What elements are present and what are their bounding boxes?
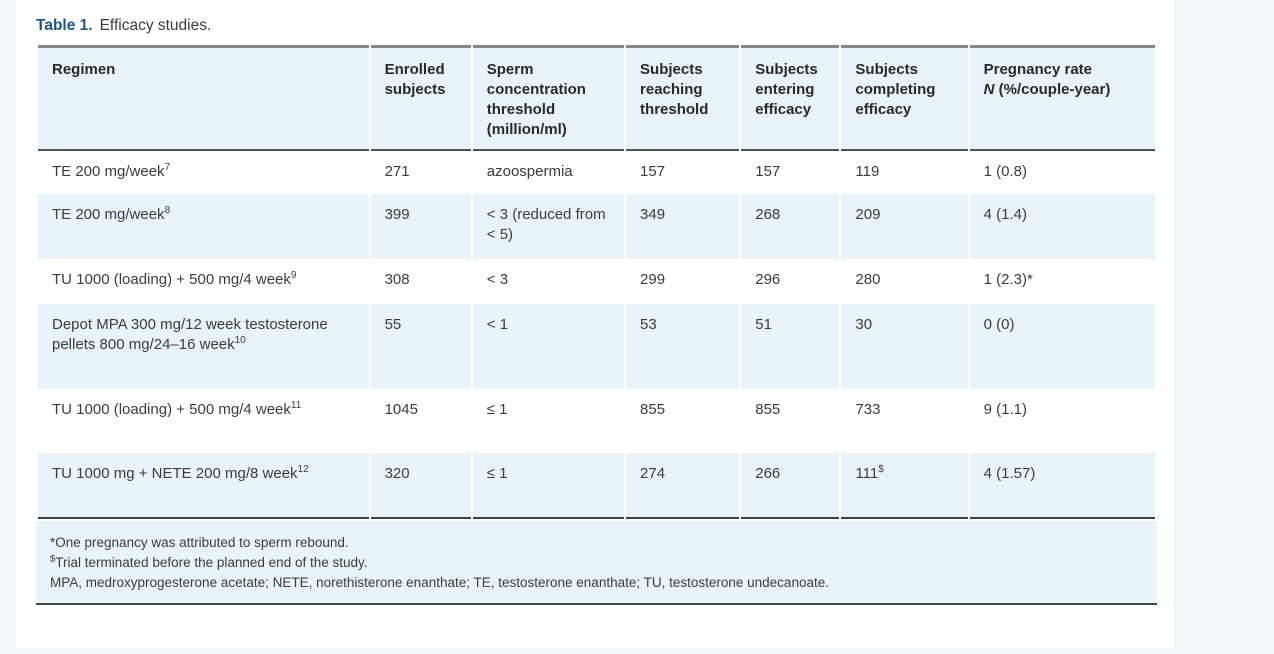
reference-superscript: 7 <box>164 162 171 173</box>
footnote: $Trial terminated before the planned end… <box>50 553 1143 573</box>
table-body: TE 200 mg/week7 271 azoospermia 157 157 … <box>38 151 1155 519</box>
cell-subjects-completing: 209 <box>841 194 968 259</box>
cell-pregnancy-rate: 9 (1.1) <box>983 401 1027 418</box>
cell-subjects-completing: 119 <box>855 163 880 180</box>
cell-regimen: Depot MPA 300 mg/12 week testosterone pe… <box>38 304 369 389</box>
table-block: Table 1. Efficacy studies. Regimen Enroll… <box>16 0 1157 605</box>
column-header-regimen: Regimen <box>38 45 369 151</box>
cell-sperm-threshold: azoospermia <box>486 163 573 180</box>
table-caption-label: Table 1. <box>36 17 93 34</box>
cell-enrolled-subjects: 1045 <box>384 401 418 418</box>
cell-subjects-reaching: 53 <box>626 304 740 389</box>
cell-pregnancy-rate: 1 (2.3)* <box>983 271 1033 288</box>
cell-subjects-reaching: 274 <box>626 453 740 519</box>
pregnancy-rate-n-symbol: N <box>983 81 995 98</box>
cell-subjects-completing: 733 <box>855 401 881 418</box>
cell-sperm-threshold: < 1 <box>472 304 625 389</box>
cell-pregnancy-rate: 1 (0.8) <box>983 163 1027 180</box>
reference-superscript: 10 <box>234 335 246 346</box>
reference-superscript: 8 <box>164 205 171 216</box>
table-caption-text: Efficacy studies. <box>99 17 212 34</box>
cell-enrolled-subjects: 271 <box>384 163 410 180</box>
cell-subjects-entering: 51 <box>741 304 840 389</box>
cell-subjects-entering: 266 <box>741 453 840 519</box>
cell-enrolled-subjects: 399 <box>370 194 471 259</box>
cell-enrolled-subjects: 320 <box>370 453 471 519</box>
cell-regimen: TU 1000 (loading) + 500 mg/4 week11 <box>52 400 302 419</box>
cell-enrolled-subjects: 308 <box>384 271 410 288</box>
cell-sperm-threshold: ≤ 1 <box>472 453 625 519</box>
footnote-marker: $ <box>50 553 56 565</box>
footnote-text: One pregnancy was attributed to sperm re… <box>55 535 349 550</box>
cell-pregnancy-rate: 0 (0) <box>969 304 1155 389</box>
footnote: *One pregnancy was attributed to sperm r… <box>50 533 1143 553</box>
cell-regimen: TE 200 mg/week8 <box>38 194 369 259</box>
cell-subjects-reaching: 855 <box>640 401 666 418</box>
cell-regimen: TU 1000 mg + NETE 200 mg/8 week12 <box>38 453 369 519</box>
cell-sperm-threshold: < 3 <box>486 271 509 288</box>
cell-regimen: TU 1000 (loading) + 500 mg/4 week9 <box>52 270 297 289</box>
cell-subjects-entering: 268 <box>741 194 840 259</box>
column-header-enrolled-subjects: Enrolled subjects <box>370 45 471 151</box>
document-page: Table 1. Efficacy studies. Regimen Enroll… <box>16 0 1174 648</box>
table-row: TU 1000 mg + NETE 200 mg/8 week12 320 ≤ … <box>38 453 1155 519</box>
cell-pregnancy-rate: 4 (1.57) <box>969 453 1155 519</box>
cell-subjects-reaching: 349 <box>626 194 740 259</box>
cell-sperm-threshold: ≤ 1 <box>486 401 508 418</box>
table-caption: Table 1. Efficacy studies. <box>36 16 1157 35</box>
table-row: Depot MPA 300 mg/12 week testosterone pe… <box>38 304 1155 389</box>
table-row: TE 200 mg/week8 399 < 3 (reduced from < … <box>38 194 1155 259</box>
reference-superscript: 11 <box>290 400 302 411</box>
column-header-sperm-threshold: Sperm concentration threshold (million/m… <box>472 45 625 151</box>
reference-superscript: 12 <box>297 464 309 475</box>
table-header-row: Regimen Enrolled subjects Sperm concentr… <box>38 45 1155 151</box>
cell-sperm-threshold: < 3 (reduced from < 5) <box>472 194 625 259</box>
cell-subjects-completing: 280 <box>855 271 881 288</box>
footnote: MPA, medroxyprogesterone acetate; NETE, … <box>50 573 1143 593</box>
cell-subjects-entering: 157 <box>755 163 781 180</box>
efficacy-table: Regimen Enrolled subjects Sperm concentr… <box>36 45 1157 519</box>
cell-subjects-entering: 855 <box>755 401 781 418</box>
table-row: TE 200 mg/week7 271 azoospermia 157 157 … <box>38 151 1155 194</box>
column-header-subjects-entering: Subjects entering efficacy <box>741 45 840 151</box>
cell-subjects-completing: 111$ <box>841 453 968 519</box>
cell-subjects-reaching: 299 <box>640 271 666 288</box>
footnote-marker: * <box>50 535 56 550</box>
cell-regimen: TE 200 mg/week7 <box>52 162 171 181</box>
footnotes-section: *One pregnancy was attributed to sperm r… <box>36 521 1157 605</box>
footnote-superscript: $ <box>878 464 884 475</box>
footnote-text: MPA, medroxyprogesterone acetate; NETE, … <box>50 575 829 590</box>
table-row: TU 1000 (loading) + 500 mg/4 week11 1045… <box>38 389 1155 453</box>
column-header-subjects-reaching: Subjects reaching threshold <box>626 45 740 151</box>
cell-subjects-entering: 296 <box>755 271 781 288</box>
cell-subjects-reaching: 157 <box>640 163 666 180</box>
cell-subjects-completing: 30 <box>841 304 968 389</box>
table-row: TU 1000 (loading) + 500 mg/4 week9 308 <… <box>38 259 1155 304</box>
column-header-subjects-completing: Subjects completing efficacy <box>841 45 968 151</box>
column-header-pregnancy-rate: Pregnancy rate N (%/couple-year) <box>969 45 1155 151</box>
cell-enrolled-subjects: 55 <box>370 304 471 389</box>
reference-superscript: 9 <box>290 270 297 281</box>
footnote-text: Trial terminated before the planned end … <box>55 555 368 570</box>
cell-pregnancy-rate: 4 (1.4) <box>969 194 1155 259</box>
